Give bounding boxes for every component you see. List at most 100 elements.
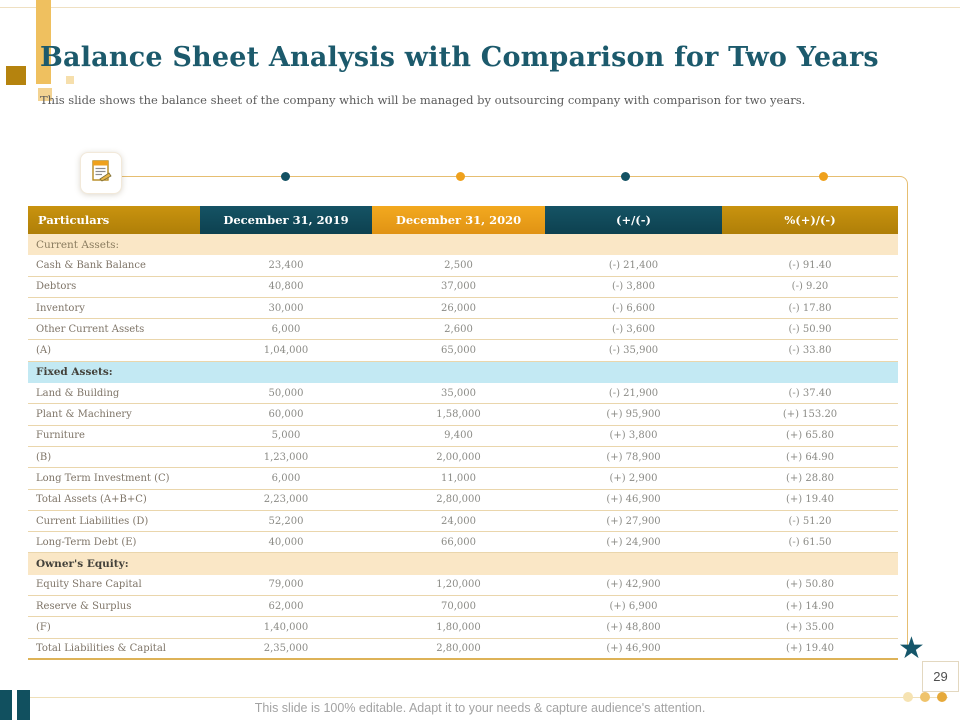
row-value: 24,000: [441, 515, 476, 527]
table-row: (B) 1,23,000 2,00,000 (+) 78,900 (+) 64.90: [28, 446, 898, 469]
table-row: Equity Share Capital 79,000 1,20,000 (+) 42…: [28, 574, 898, 597]
row-value: 2,23,000: [263, 494, 309, 506]
bottom-accent-dot: [937, 692, 947, 702]
row-value: (+) 64.90: [786, 451, 834, 463]
row-value: (-) 51.20: [788, 515, 832, 527]
row-value: (-) 9.20: [791, 281, 829, 293]
row-value: (-) 17.80: [788, 302, 832, 314]
row-value: 40,800: [268, 281, 304, 293]
row-value: (+) 65.80: [786, 430, 834, 442]
row-label: Land & Building: [36, 387, 120, 399]
row-value: (-) 6,600: [612, 302, 655, 314]
row-value: (+) 78,900: [606, 451, 661, 463]
page-number-box: 29: [922, 661, 959, 692]
row-value: (+) 48,800: [606, 621, 661, 633]
row-value: 11,000: [441, 472, 476, 484]
row-value: 35,000: [441, 387, 476, 399]
table-row: Other Current Assets 6,000 2,600 (-) 3,600 (…: [28, 319, 898, 341]
table-section-row: Owner's Equity:: [28, 553, 898, 575]
row-value: (-) 21,900: [608, 387, 659, 399]
table-row: Reserve & Surplus 62,000 70,000 (+) 6,900 (+…: [28, 596, 898, 618]
row-value: (+) 46,900: [606, 494, 661, 506]
table-header-row: Particulars December 31, 2019 December 3…: [28, 206, 898, 234]
timeline-connector: [121, 176, 908, 645]
row-value: 1,80,000: [436, 621, 481, 633]
row-value: (-) 61.50: [788, 536, 832, 548]
row-value: (-) 3,600: [612, 323, 655, 335]
row-value: 5,000: [271, 430, 301, 442]
row-label: Long-Term Debt (E): [36, 536, 137, 548]
row-value: (+) 95,900: [606, 409, 661, 421]
row-value: 2,80,000: [436, 494, 481, 506]
table-row: Inventory 30,000 26,000 (-) 6,600 (-) 17.80: [28, 297, 898, 320]
balance-sheet-table: Particulars December 31, 2019 December 3…: [28, 206, 898, 660]
row-label: Current Liabilities (D): [36, 515, 149, 527]
timeline-dot-1: [281, 172, 290, 181]
row-value: 66,000: [441, 536, 476, 548]
table-row: Total Liabilities & Capital 2,35,000 2,80,…: [28, 638, 898, 660]
row-value: 1,04,000: [263, 345, 309, 357]
row-value: 26,000: [441, 302, 476, 314]
row-value: (+) 19.40: [786, 494, 834, 506]
table-row: Plant & Machinery 60,000 1,58,000 (+) 95,90…: [28, 404, 898, 426]
row-value: 70,000: [441, 600, 476, 612]
row-value: (-) 91.40: [788, 259, 832, 271]
timeline-dot-2: [456, 172, 465, 181]
table-section-row: Current Assets:: [28, 234, 898, 256]
column-header-2020: December 31, 2020: [372, 206, 545, 234]
deco-dark-square: [6, 66, 26, 85]
table-body: Current Assets: Cash & Bank Balance 23,400…: [28, 234, 898, 660]
row-value: 23,400: [268, 259, 304, 271]
row-label: (B): [36, 451, 52, 463]
row-value: (+) 3,800: [609, 430, 658, 442]
top-divider: [0, 7, 960, 8]
row-label: Long Term Investment (C): [36, 472, 170, 484]
row-value: (+) 28.80: [786, 472, 834, 484]
balance-sheet-document-icon: [89, 159, 113, 187]
deco-gold-bar: [36, 0, 51, 84]
section-label: Fixed Assets:: [36, 366, 113, 379]
row-label: Cash & Bank Balance: [36, 259, 146, 271]
row-label: Equity Share Capital: [36, 579, 142, 591]
row-label: Inventory: [36, 302, 85, 314]
table-row: Long Term Investment (C) 6,000 11,000 (+) 2…: [28, 468, 898, 490]
table-row: Total Assets (A+B+C) 2,23,000 2,80,000 (+) …: [28, 489, 898, 511]
row-label: Plant & Machinery: [36, 409, 132, 421]
table-row: (F) 1,40,000 1,80,000 (+) 48,800 (+) 35.00: [28, 617, 898, 639]
column-header-pct: %(+)/(-): [722, 206, 898, 234]
table-row: Land & Building 50,000 35,000 (-) 21,900 (-)…: [28, 383, 898, 405]
row-value: 52,200: [268, 515, 304, 527]
row-value: 2,80,000: [436, 642, 481, 654]
row-value: (+) 153.20: [782, 409, 838, 421]
row-label: (A): [36, 345, 52, 357]
row-value: 1,20,000: [436, 579, 481, 591]
row-label: Reserve & Surplus: [36, 600, 132, 612]
star-icon: ★: [898, 631, 925, 666]
row-value: (+) 35.00: [786, 621, 834, 633]
timeline-dot-3: [621, 172, 630, 181]
row-value: (+) 2,900: [609, 472, 658, 484]
row-label: Total Assets (A+B+C): [36, 494, 147, 506]
bottom-accent-dot: [920, 692, 930, 702]
row-value: (-) 3,800: [612, 281, 655, 293]
table-row: Long-Term Debt (E) 40,000 66,000 (+) 24,900…: [28, 532, 898, 554]
page-title: Balance Sheet Analysis with Comparison f…: [40, 42, 879, 73]
row-label: (F): [36, 621, 51, 633]
column-header-particulars: Particulars: [28, 206, 200, 234]
table-row: Cash & Bank Balance 23,400 2,500 (-) 21,400…: [28, 255, 898, 277]
row-value: (+) 14.90: [786, 600, 834, 612]
row-value: (+) 42,900: [606, 579, 661, 591]
row-value: 6,000: [271, 472, 301, 484]
row-value: (-) 21,400: [608, 259, 659, 271]
row-value: 62,000: [268, 600, 304, 612]
page-subtitle: This slide shows the balance sheet of th…: [40, 93, 806, 107]
page-number: 29: [933, 669, 948, 684]
row-value: 1,58,000: [436, 409, 481, 421]
section-label: Owner's Equity:: [36, 558, 129, 571]
row-value: 2,35,000: [263, 642, 309, 654]
row-value: (-) 35,900: [608, 345, 659, 357]
column-header-2019: December 31, 2019: [200, 206, 372, 234]
footer-note: This slide is 100% editable. Adapt it to…: [254, 701, 706, 715]
row-value: (+) 50.80: [786, 579, 834, 591]
row-value: 2,600: [444, 323, 473, 335]
